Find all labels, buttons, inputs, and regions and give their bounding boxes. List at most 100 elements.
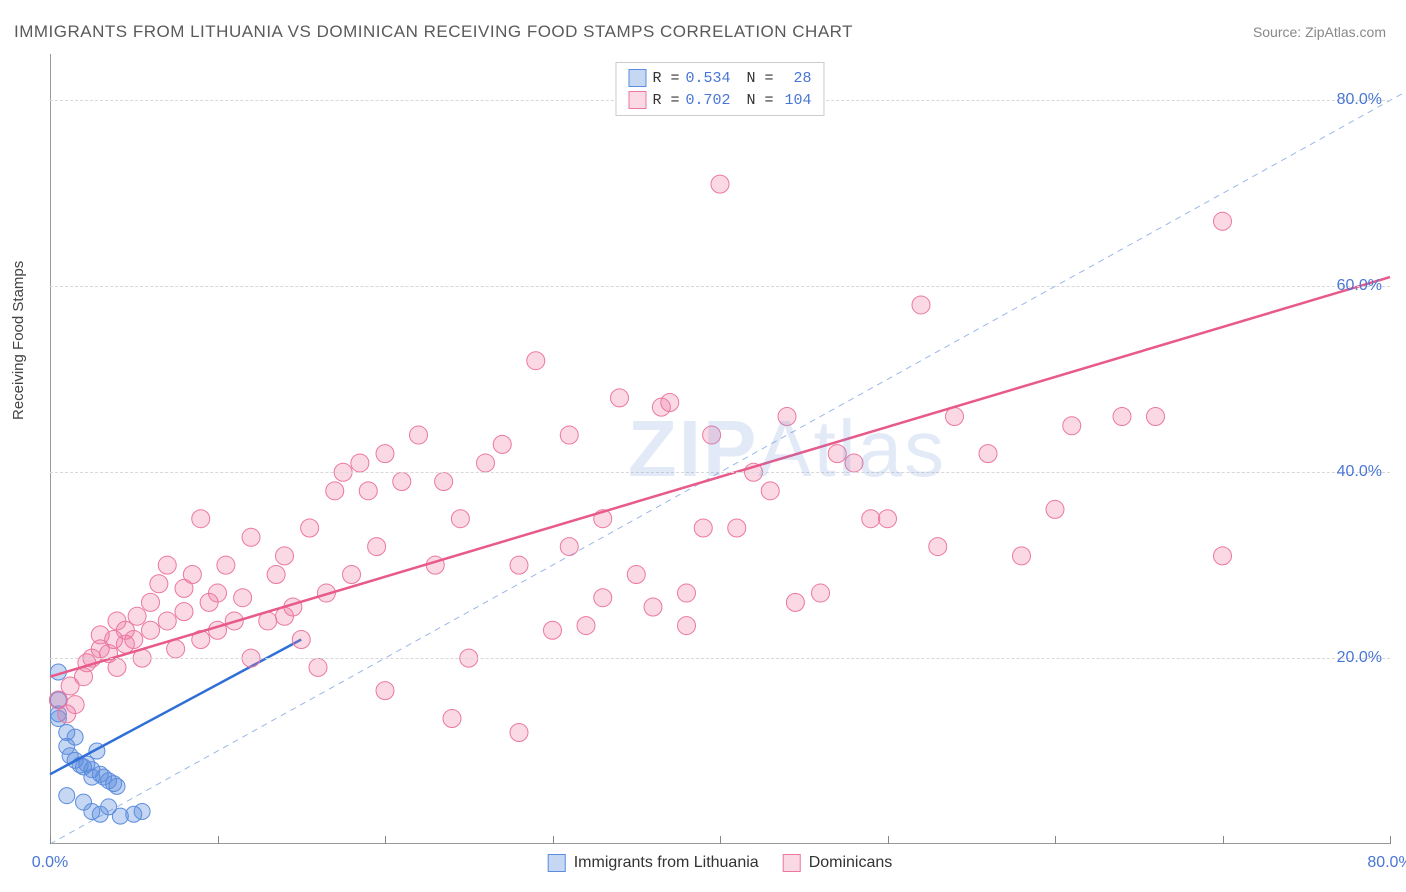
scatter-point-dominican (343, 565, 361, 583)
scatter-point-dominican (175, 603, 193, 621)
x-tick-mark (218, 836, 219, 844)
scatter-point-dominican (326, 482, 344, 500)
scatter-point-dominican (560, 538, 578, 556)
x-tick-label: 80.0% (1367, 854, 1406, 872)
scatter-point-dominican (510, 723, 528, 741)
scatter-point-dominican (1214, 547, 1232, 565)
grid-line (50, 658, 1390, 659)
scatter-point-dominican (209, 584, 227, 602)
chart-title: IMMIGRANTS FROM LITHUANIA VS DOMINICAN R… (14, 22, 853, 42)
scatter-point-dominican (376, 682, 394, 700)
scatter-point-dominican (862, 510, 880, 528)
grid-line (50, 286, 1390, 287)
source-link[interactable]: ZipAtlas.com (1305, 24, 1386, 40)
scatter-point-dominican (183, 565, 201, 583)
scatter-point-dominican (1147, 407, 1165, 425)
x-tick-mark (720, 836, 721, 844)
legend-row-lithuania: R = 0.534N = 28 (628, 67, 811, 89)
y-axis-label: Receiving Food Stamps (10, 261, 27, 420)
legend-swatch-icon (548, 854, 566, 872)
legend-swatch-icon (783, 854, 801, 872)
scatter-point-dominican (703, 426, 721, 444)
scatter-point-dominican (267, 565, 285, 583)
scatter-point-dominican (594, 589, 612, 607)
legend-swatch-icon (628, 69, 646, 87)
correlation-legend: R = 0.534N = 28R = 0.702N = 104 (615, 62, 824, 116)
legend-bottom-item-dominican: Dominicans (783, 854, 893, 872)
scatter-point-dominican (644, 598, 662, 616)
scatter-point-dominican (368, 538, 386, 556)
scatter-point-dominican (167, 640, 185, 658)
source-label: Source: (1253, 24, 1305, 40)
scatter-point-dominican (359, 482, 377, 500)
scatter-point-dominican (845, 454, 863, 472)
scatter-point-dominican (242, 528, 260, 546)
scatter-point-dominican (493, 435, 511, 453)
series-legend: Immigrants from Lithuania Dominicans (548, 854, 893, 872)
scatter-point-dominican (1013, 547, 1031, 565)
scatter-point-dominican (912, 296, 930, 314)
legend-label: Dominicans (809, 854, 893, 872)
scatter-point-dominican (661, 394, 679, 412)
scatter-point-dominican (309, 658, 327, 676)
scatter-point-dominican (627, 565, 645, 583)
scatter-point-dominican (560, 426, 578, 444)
scatter-point-dominican (527, 352, 545, 370)
scatter-point-dominican (158, 556, 176, 574)
scatter-point-dominican (435, 473, 453, 491)
scatter-point-dominican (128, 607, 146, 625)
scatter-point-lithuania (109, 778, 125, 794)
scatter-point-dominican (946, 407, 964, 425)
plot-svg (50, 54, 1390, 844)
scatter-point-dominican (577, 617, 595, 635)
x-tick-mark (1390, 836, 1391, 844)
scatter-point-dominican (125, 631, 143, 649)
x-tick-mark (50, 836, 51, 844)
x-tick-mark (553, 836, 554, 844)
scatter-point-dominican (929, 538, 947, 556)
scatter-point-dominican (351, 454, 369, 472)
y-tick-label: 60.0% (1337, 277, 1382, 295)
identity-line (50, 54, 1406, 844)
scatter-point-dominican (786, 593, 804, 611)
scatter-point-dominican (158, 612, 176, 630)
scatter-point-dominican (778, 407, 796, 425)
scatter-point-dominican (728, 519, 746, 537)
scatter-point-dominican (711, 175, 729, 193)
x-tick-mark (1223, 836, 1224, 844)
scatter-point-dominican (694, 519, 712, 537)
trend-line-dominican (50, 277, 1390, 677)
scatter-point-dominican (1046, 500, 1064, 518)
scatter-point-dominican (678, 584, 696, 602)
scatter-point-dominican (544, 621, 562, 639)
scatter-point-dominican (1063, 417, 1081, 435)
legend-row-dominican: R = 0.702N = 104 (628, 89, 811, 111)
scatter-point-lithuania (134, 803, 150, 819)
x-tick-mark (1055, 836, 1056, 844)
x-tick-label: 0.0% (32, 854, 68, 872)
grid-line (50, 472, 1390, 473)
scatter-point-lithuania (59, 788, 75, 804)
plot-area: ZIPAtlas R = 0.534N = 28R = 0.702N = 104… (50, 54, 1390, 844)
scatter-point-dominican (611, 389, 629, 407)
scatter-point-dominican (142, 621, 160, 639)
scatter-point-dominican (142, 593, 160, 611)
source-attribution: Source: ZipAtlas.com (1253, 24, 1386, 40)
scatter-point-dominican (376, 445, 394, 463)
scatter-point-dominican (979, 445, 997, 463)
scatter-point-dominican (393, 473, 411, 491)
scatter-point-dominican (1113, 407, 1131, 425)
scatter-point-dominican (828, 445, 846, 463)
legend-label: Immigrants from Lithuania (574, 854, 759, 872)
scatter-point-dominican (192, 510, 210, 528)
legend-swatch-icon (628, 91, 646, 109)
scatter-point-dominican (292, 631, 310, 649)
legend-bottom-item-lithuania: Immigrants from Lithuania (548, 854, 759, 872)
scatter-point-dominican (678, 617, 696, 635)
scatter-point-dominican (234, 589, 252, 607)
x-tick-mark (385, 836, 386, 844)
scatter-point-dominican (66, 696, 84, 714)
scatter-point-dominican (879, 510, 897, 528)
scatter-point-dominican (812, 584, 830, 602)
scatter-point-dominican (477, 454, 495, 472)
